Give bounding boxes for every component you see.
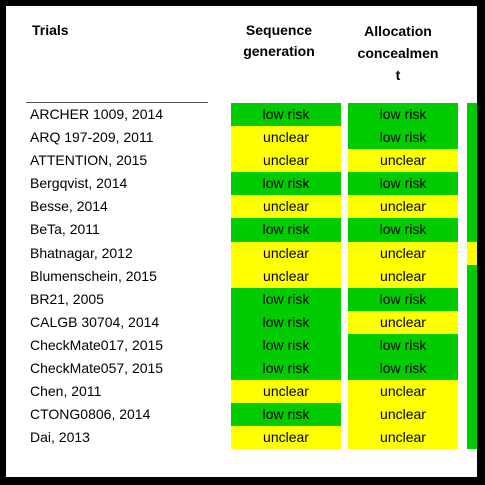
table-row: CTONG0806, 2014 low risk unclear — [6, 403, 477, 427]
third-column-cell — [467, 403, 477, 427]
header-divider — [26, 102, 208, 103]
trial-name: CTONG0806, 2014 — [30, 406, 151, 423]
allocation-cell: unclear — [348, 426, 458, 450]
header-allocation-line1: Allocation — [364, 23, 432, 39]
trial-name: BR21, 2005 — [30, 290, 104, 307]
third-column-cell — [467, 426, 477, 450]
trial-name: Dai, 2013 — [30, 429, 90, 446]
table-row: Besse, 2014 unclear unclear — [6, 195, 477, 219]
allocation-cell: low risk — [348, 103, 458, 127]
third-column-cell — [467, 310, 477, 334]
sequence-cell: low risk — [231, 403, 341, 427]
third-column-cell — [467, 126, 477, 150]
trial-name: ARQ 197-209, 2011 — [30, 129, 154, 146]
allocation-cell: low risk — [348, 357, 458, 381]
allocation-cell: unclear — [348, 380, 458, 404]
table-row: Bergqvist, 2014 low risk low risk — [6, 172, 477, 196]
trial-name: Chen, 2011 — [30, 383, 102, 400]
third-column-cell — [467, 380, 477, 404]
table-row: Bhatnagar, 2012 unclear unclear — [6, 241, 477, 265]
sequence-cell: low risk — [231, 287, 341, 311]
trial-name: CheckMate017, 2015 — [30, 336, 164, 353]
table-row: ARQ 197-209, 2011 unclear low risk — [6, 126, 477, 150]
trial-name: BeTa, 2011 — [30, 221, 100, 238]
allocation-cell: low risk — [348, 172, 458, 196]
sequence-cell: unclear — [231, 241, 341, 265]
header-allocation-concealment: Allocation concealmen t — [344, 20, 452, 86]
third-column-cell — [467, 172, 477, 196]
table-row: CheckMate057, 2015 low risk low risk — [6, 357, 477, 381]
table-row: Chen, 2011 unclear unclear — [6, 380, 477, 404]
third-column-cell — [467, 357, 477, 381]
trial-name: ATTENTION, 2015 — [30, 152, 148, 169]
header-sequence-line1: Sequence — [245, 22, 313, 38]
header-sequence-line2: generation — [243, 43, 315, 59]
third-column-cell — [467, 103, 477, 127]
third-column-cell — [467, 264, 477, 288]
table-body: ARCHER 1009, 2014 low risk low risk ARQ … — [6, 103, 477, 450]
third-column-cell — [467, 195, 477, 219]
sequence-cell: low risk — [231, 357, 341, 381]
third-column-cell — [467, 149, 477, 173]
allocation-cell: low risk — [348, 333, 458, 358]
trial-name: ARCHER 1009, 2014 — [30, 106, 164, 122]
allocation-cell: unclear — [348, 403, 458, 427]
table-row: ATTENTION, 2015 unclear unclear — [6, 149, 477, 173]
trial-name: Blumenschein, 2015 — [30, 267, 157, 284]
allocation-cell: unclear — [348, 149, 458, 173]
third-column-cell — [467, 218, 477, 242]
table-row: Blumenschein, 2015 unclear unclear — [6, 264, 477, 288]
table-row: BR21, 2005 low risk low risk — [6, 287, 477, 311]
trial-name: Besse, 2014 — [30, 198, 108, 215]
allocation-cell: unclear — [348, 264, 458, 288]
allocation-cell: low risk — [348, 287, 458, 311]
allocation-cell: unclear — [348, 310, 458, 334]
table-row: CALGB 30704, 2014 low risk unclear — [6, 310, 477, 334]
third-column-cell — [467, 333, 477, 358]
table-row: CheckMate017, 2015 low risk low risk — [6, 333, 477, 358]
table-row: ARCHER 1009, 2014 low risk low risk — [6, 103, 477, 127]
trial-name: CALGB 30704, 2014 — [30, 313, 160, 330]
trial-name: Bergqvist, 2014 — [30, 175, 128, 192]
header-allocation-line3: t — [395, 67, 401, 83]
sequence-cell: unclear — [231, 149, 341, 173]
allocation-cell: unclear — [348, 241, 458, 265]
trial-name: CheckMate057, 2015 — [30, 360, 164, 377]
allocation-cell: unclear — [348, 195, 458, 219]
sequence-cell: low risk — [231, 218, 341, 242]
allocation-cell: low risk — [348, 218, 458, 242]
sequence-cell: unclear — [231, 264, 341, 288]
risk-of-bias-table: Trials Sequence generation Allocation co… — [6, 6, 477, 477]
header-sequence-generation: Sequence generation — [228, 20, 330, 62]
header-trials: Trials — [32, 22, 69, 38]
third-column-cell — [467, 287, 477, 311]
header-allocation-line2: concealmen — [357, 45, 439, 61]
third-column-cell — [467, 241, 477, 265]
sequence-cell: unclear — [231, 426, 341, 450]
table-row: BeTa, 2011 low risk low risk — [6, 218, 477, 242]
sequence-cell: low risk — [231, 310, 341, 334]
table-row: Dai, 2013 unclear unclear — [6, 426, 477, 450]
sequence-cell: unclear — [231, 195, 341, 219]
sequence-cell: low risk — [231, 172, 341, 196]
trial-name: Bhatnagar, 2012 — [30, 244, 133, 261]
sequence-cell: low risk — [231, 333, 341, 358]
allocation-cell: low risk — [348, 126, 458, 150]
sequence-cell: low risk — [231, 103, 341, 127]
sequence-cell: unclear — [231, 380, 341, 404]
sequence-cell: unclear — [231, 126, 341, 150]
